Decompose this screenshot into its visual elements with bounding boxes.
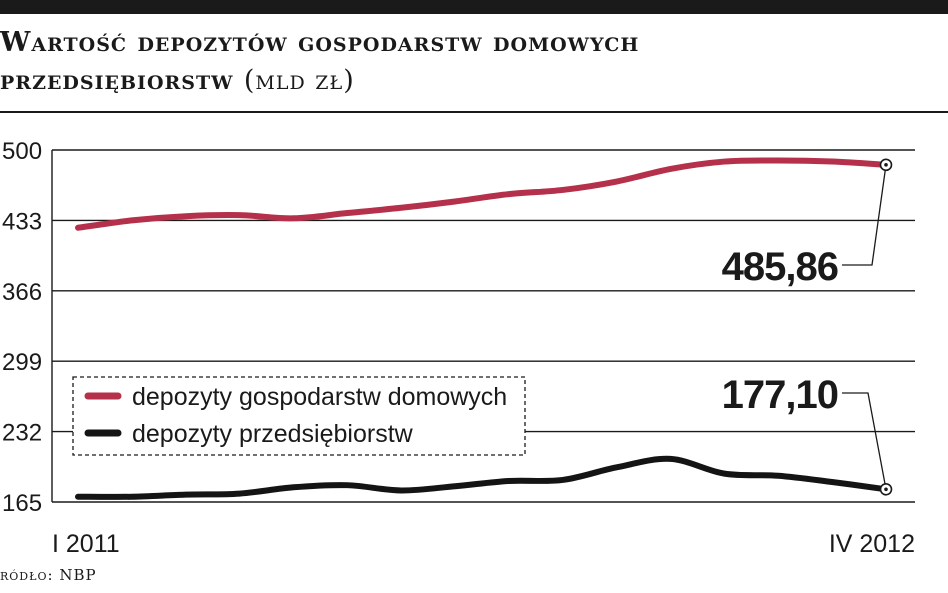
title-line-1: Wartość depozytów gospodarstw domowych [0, 27, 640, 58]
chart-title: Wartość depozytów gospodarstw domowych p… [0, 24, 940, 100]
y-tick-label: 232 [2, 420, 42, 447]
title-unit: (mld zł) [243, 65, 355, 96]
endpoint-marker-dot [884, 163, 888, 167]
legend: depozyty gospodarstw domowych depozyty pr… [72, 376, 526, 456]
endpoint-marker-dot [884, 487, 888, 492]
y-axis-tick-labels: 165 232 299 366 433 500 [2, 138, 42, 517]
legend-box [72, 376, 526, 456]
series-line-companies [75, 455, 889, 500]
annotation-leader-line [842, 392, 887, 490]
source-note: ródło: NBP [0, 566, 97, 584]
title-line-2: przedsiębiorstw [0, 65, 234, 96]
y-tick-label: 500 [2, 138, 42, 165]
y-tick-label: 299 [2, 349, 42, 376]
annotation-leader-line [842, 164, 887, 266]
y-tick-label: 165 [2, 490, 42, 517]
title-divider [0, 111, 948, 113]
y-tick-label: 433 [2, 208, 42, 235]
top-black-bar [0, 0, 948, 14]
annotation-value-label: 177,10 [722, 373, 838, 417]
series-line-households [75, 157, 889, 231]
x-tick-label-end: IV 2012 [829, 530, 915, 558]
data-series [75, 157, 889, 500]
value-annotations: 485,86 177,10 [722, 158, 893, 496]
y-tick-label: 366 [2, 279, 42, 306]
x-axis-tick-labels: I 2011 IV 2012 [52, 530, 915, 558]
x-tick-label-start: I 2011 [52, 530, 120, 558]
annotation-value-label: 485,86 [722, 245, 838, 289]
legend-label: depozyty przedsiębiorstw [132, 420, 414, 448]
legend-label: depozyty gospodarstw domowych [132, 383, 507, 411]
